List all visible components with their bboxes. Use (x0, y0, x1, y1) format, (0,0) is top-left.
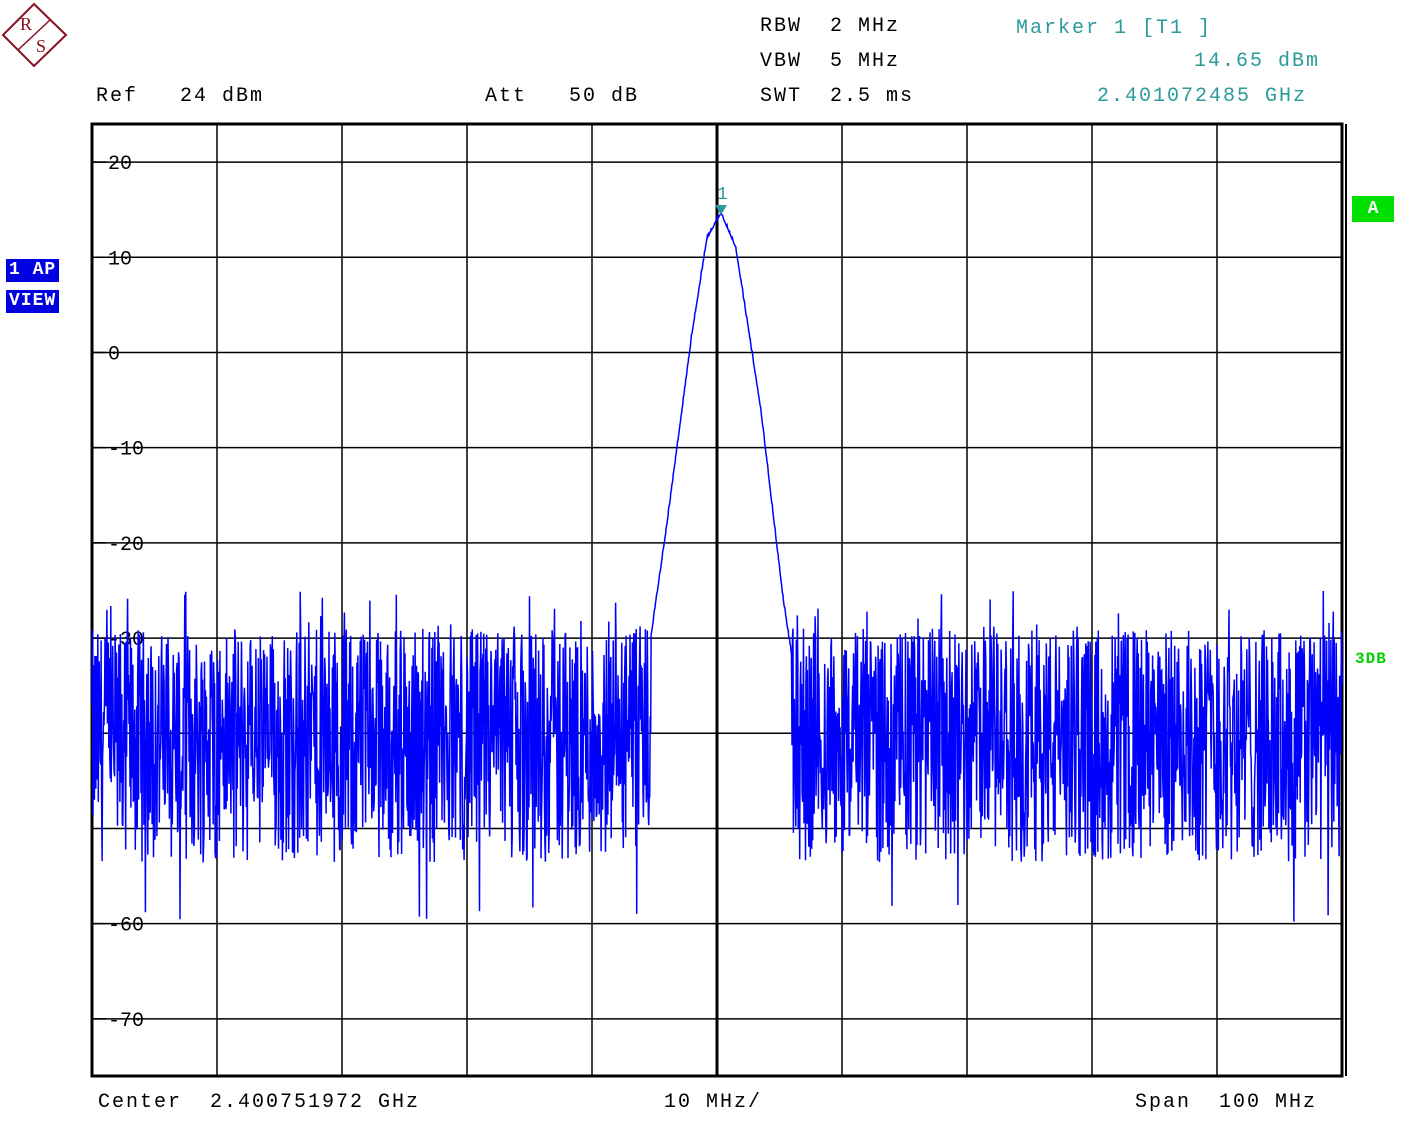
marker-1-triangle (715, 205, 727, 216)
trace (91, 211, 1343, 922)
y-tick-label: 10 (108, 248, 132, 271)
division-scale: 10 MHz/ (664, 1091, 763, 1114)
center-frequency: Center 2.400751972 GHz (98, 1091, 421, 1114)
marker-title: Marker 1 [T1 ] (1016, 17, 1213, 40)
y-tick-label: 20 (108, 153, 132, 176)
trace-mode-badge: 1 AP (6, 259, 60, 282)
swt-setting: SWT 2.5 ms (760, 85, 915, 108)
marker-frequency: 2.401072485 GHz (1097, 85, 1308, 108)
y-tick-labels: 20 10 0 -10 -20 -30 -60 -70 (92, 153, 144, 1033)
frequency-span: Span 100 MHz (1135, 1091, 1318, 1114)
vbw-setting: VBW 5 MHz (760, 50, 901, 73)
3db-label: 3DB (1355, 650, 1387, 668)
trace-view-badge: VIEW (6, 290, 60, 313)
rbw-setting: RBW 2 MHz (760, 15, 901, 38)
marker-1-label: 1 (717, 185, 728, 205)
grid (90, 122, 1347, 1078)
svg-text:S: S (36, 36, 46, 56)
y-tick-label: -60 (108, 915, 144, 938)
y-tick-label: -30 (108, 629, 144, 652)
ref-level: Ref 24 dBm (96, 85, 265, 108)
y-tick-label: -20 (108, 534, 144, 557)
screen-a-badge: A (1352, 196, 1394, 222)
y-tick-label: 0 (108, 343, 120, 366)
svg-text:R: R (20, 14, 32, 34)
attenuation: Att 50 dB (485, 85, 640, 108)
rohde-schwarz-logo: R S (1, 2, 68, 68)
marker-layer: 1 (715, 185, 728, 216)
y-tick-label: -10 (108, 439, 144, 462)
y-tick-label: -70 (108, 1010, 144, 1033)
spectrum-trace (91, 211, 1343, 922)
marker-level: 14.65 dBm (1194, 50, 1321, 73)
